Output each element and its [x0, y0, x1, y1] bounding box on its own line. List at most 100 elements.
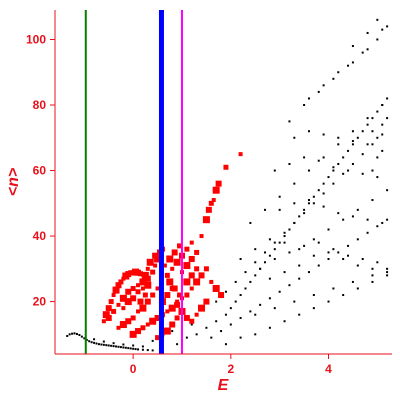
data-point-black-173 — [342, 257, 345, 260]
data-point-black-30 — [141, 348, 144, 351]
data-point-red-85 — [193, 278, 201, 286]
data-point-black-60 — [278, 241, 281, 244]
data-point-black-20 — [115, 345, 118, 348]
data-point-black-187 — [303, 156, 306, 159]
data-point-black-28 — [134, 348, 137, 351]
data-point-black-15 — [102, 343, 105, 346]
data-point-black-134 — [278, 195, 281, 198]
data-point-red-97 — [183, 278, 191, 286]
data-point-red-115 — [142, 292, 148, 298]
data-point-black-126 — [332, 182, 335, 185]
data-point-black-118 — [254, 261, 257, 264]
data-point-red-3 — [108, 299, 114, 305]
data-point-black-98 — [356, 238, 359, 241]
data-point-black-41 — [171, 330, 174, 333]
data-point-black-73 — [342, 156, 345, 159]
data-point-red-66 — [205, 206, 212, 213]
data-point-black-93 — [307, 271, 310, 274]
data-point-red-55 — [184, 246, 190, 252]
data-point-red-105 — [166, 255, 174, 263]
data-point-black-110 — [342, 294, 345, 297]
y-ticks-layer: 20 40 60 80 100 — [26, 32, 55, 309]
data-point-black-161 — [288, 251, 291, 254]
data-point-black-129 — [361, 153, 364, 156]
data-point-black-172 — [327, 251, 330, 254]
data-point-black-153 — [351, 61, 354, 64]
data-point-red-24 — [136, 283, 141, 288]
data-point-black-53 — [244, 287, 247, 290]
data-point-black-168 — [268, 277, 271, 280]
data-point-black-137 — [322, 156, 325, 159]
data-point-black-35 — [112, 342, 115, 345]
data-point-black-154 — [366, 48, 369, 51]
data-points-layer — [66, 18, 389, 352]
data-point-black-86 — [239, 316, 242, 319]
data-point-red-57 — [166, 278, 174, 286]
data-point-red-34 — [125, 318, 132, 325]
data-point-black-171 — [312, 254, 315, 257]
data-point-red-53 — [173, 258, 181, 266]
data-point-black-108 — [312, 307, 315, 310]
data-point-black-59 — [273, 248, 276, 251]
data-point-black-37 — [132, 344, 135, 347]
data-point-black-3 — [73, 332, 76, 335]
data-point-black-5 — [78, 333, 81, 336]
data-point-red-69 — [212, 186, 220, 194]
data-point-red-113 — [144, 281, 152, 289]
data-point-black-38 — [141, 345, 144, 348]
data-point-black-54 — [249, 280, 252, 283]
data-point-black-68 — [317, 189, 320, 192]
data-point-black-104 — [254, 333, 257, 336]
data-point-black-220 — [327, 228, 330, 231]
data-point-black-70 — [327, 176, 330, 179]
data-point-black-52 — [239, 294, 242, 297]
data-point-black-167 — [376, 261, 379, 264]
data-point-black-165 — [347, 254, 350, 257]
y-axis-label: <n> — [5, 168, 22, 196]
data-point-black-182 — [351, 215, 354, 218]
data-point-red-22 — [125, 288, 132, 295]
data-point-black-49 — [224, 313, 227, 316]
data-point-black-186 — [288, 162, 291, 165]
data-point-black-1 — [68, 333, 71, 336]
data-point-black-130 — [371, 143, 374, 146]
data-point-black-25 — [127, 347, 130, 350]
data-point-black-106 — [283, 320, 286, 323]
data-point-black-131 — [381, 133, 384, 136]
data-point-red-91 — [155, 335, 161, 341]
data-point-black-4 — [75, 333, 78, 336]
data-point-black-156 — [351, 45, 354, 48]
data-point-red-90 — [218, 292, 225, 299]
data-point-black-88 — [259, 303, 262, 306]
data-point-red-111 — [135, 289, 141, 295]
data-point-black-87 — [249, 310, 252, 313]
data-point-black-183 — [366, 218, 369, 221]
data-point-black-2 — [71, 332, 74, 335]
data-point-black-191 — [361, 172, 364, 175]
data-point-black-144 — [317, 90, 320, 93]
data-point-red-87 — [203, 266, 209, 272]
data-point-black-145 — [332, 77, 335, 80]
data-point-red-35 — [130, 315, 136, 321]
data-point-black-92 — [298, 277, 301, 280]
data-point-black-80 — [376, 110, 379, 113]
data-point-black-103 — [239, 336, 242, 339]
data-point-red-83 — [184, 292, 190, 298]
data-point-black-179 — [307, 199, 310, 202]
x-axis-label: E — [218, 377, 230, 394]
y-tick-label-4: 100 — [26, 32, 46, 46]
data-point-black-72 — [337, 162, 340, 165]
data-point-black-195 — [322, 133, 325, 136]
data-point-black-205 — [376, 136, 379, 139]
data-point-black-209 — [312, 294, 315, 297]
data-point-black-10 — [90, 341, 93, 344]
data-point-black-91 — [288, 284, 291, 287]
data-point-black-124 — [312, 202, 315, 205]
data-point-black-78 — [366, 123, 369, 126]
data-point-black-149 — [386, 25, 389, 28]
data-point-red-48 — [165, 309, 170, 314]
data-point-black-13 — [97, 343, 100, 346]
data-point-black-178 — [293, 202, 296, 205]
